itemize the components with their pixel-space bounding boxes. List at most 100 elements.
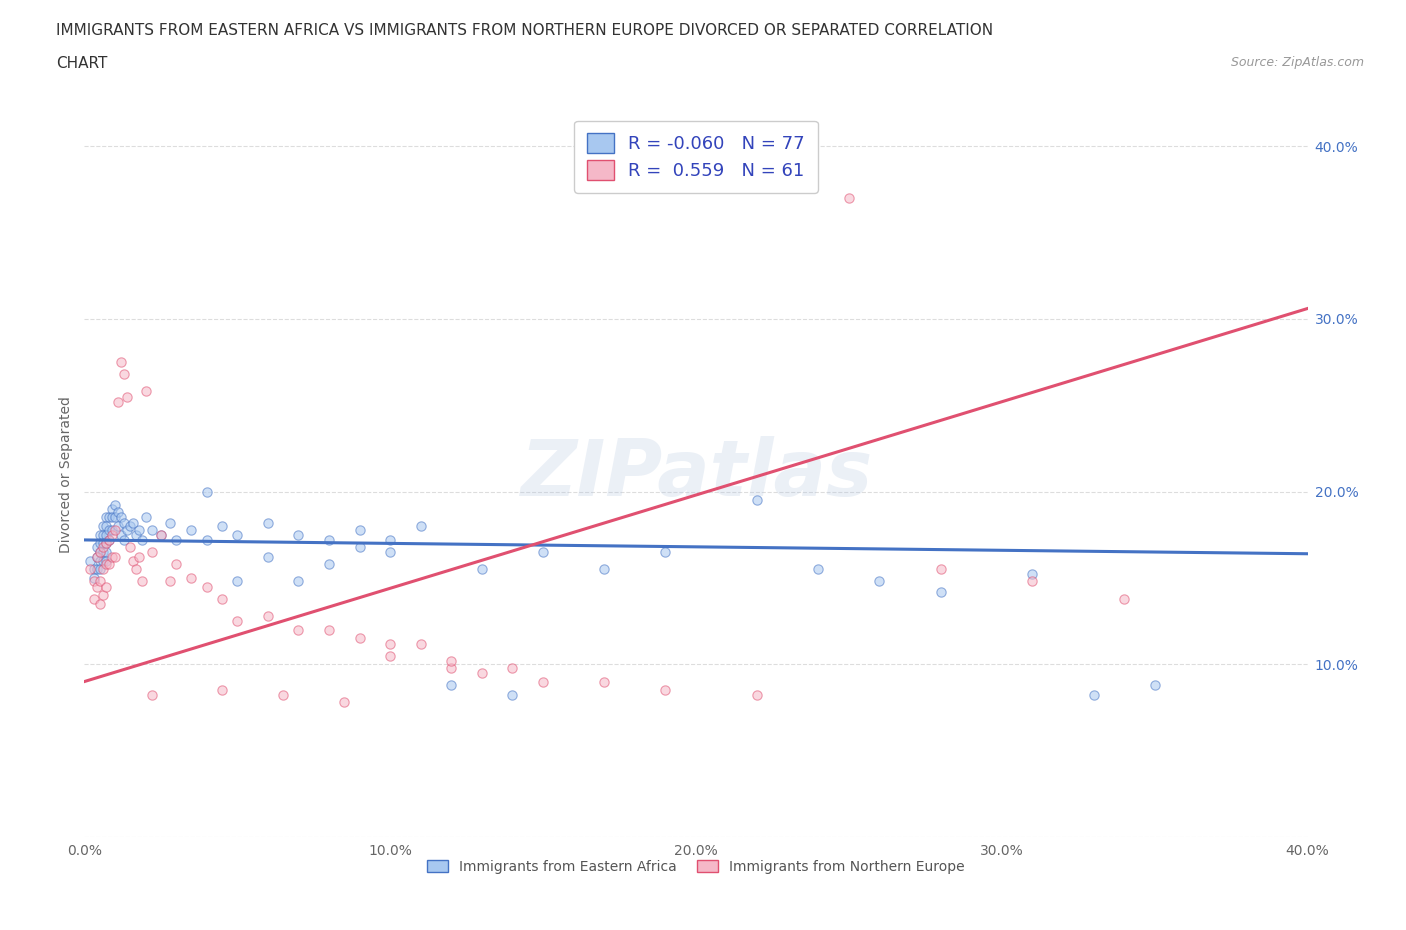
Point [101, 550, 124, 565]
Point [141, 688, 163, 703]
Point [115, 522, 138, 537]
Point [125, 527, 148, 542]
Point [271, 688, 294, 703]
Point [91, 553, 114, 568]
Point [86, 539, 108, 554]
Point [141, 545, 163, 560]
Point [929, 584, 952, 599]
Point [89, 527, 111, 542]
Point [120, 519, 142, 534]
Point [94, 553, 117, 568]
Point [104, 522, 127, 537]
Point [257, 515, 280, 530]
Point [180, 570, 202, 585]
Point [97, 557, 120, 572]
Point [287, 622, 309, 637]
Point [159, 515, 181, 530]
Point [94, 519, 117, 534]
Point [531, 674, 554, 689]
Point [94, 536, 117, 551]
Point [333, 695, 356, 710]
Point [165, 533, 187, 548]
Point [135, 384, 157, 399]
Point [110, 510, 132, 525]
Point [593, 562, 616, 577]
Point [440, 654, 463, 669]
Point [807, 562, 830, 577]
Point [380, 533, 402, 548]
Point [747, 688, 769, 703]
Point [89, 553, 111, 568]
Point [149, 527, 172, 542]
Point [125, 562, 148, 577]
Text: CHART: CHART [56, 56, 108, 71]
Point [83, 570, 105, 585]
Point [91, 539, 114, 554]
Point [287, 574, 309, 589]
Point [195, 485, 218, 499]
Point [91, 588, 114, 603]
Point [654, 545, 676, 560]
Point [440, 660, 463, 675]
Point [101, 501, 124, 516]
Point [83, 562, 105, 577]
Point [104, 498, 127, 512]
Point [94, 579, 117, 594]
Point [94, 545, 117, 560]
Point [1083, 688, 1105, 703]
Point [89, 596, 111, 611]
Point [83, 574, 105, 589]
Point [226, 574, 249, 589]
Point [349, 539, 371, 554]
Point [94, 527, 117, 542]
Point [211, 683, 233, 698]
Text: Source: ZipAtlas.com: Source: ZipAtlas.com [1230, 56, 1364, 69]
Point [94, 557, 117, 572]
Point [101, 522, 124, 537]
Point [1143, 678, 1166, 693]
Point [112, 515, 135, 530]
Point [97, 533, 120, 548]
Point [79, 553, 101, 568]
Point [86, 579, 108, 594]
Point [380, 636, 402, 651]
Point [89, 536, 111, 551]
Point [287, 527, 309, 542]
Point [131, 574, 153, 589]
Point [97, 522, 120, 537]
Point [593, 674, 616, 689]
Point [94, 510, 117, 525]
Point [89, 545, 111, 560]
Point [112, 533, 135, 548]
Point [141, 522, 163, 537]
Point [122, 515, 145, 530]
Point [257, 550, 280, 565]
Point [211, 519, 233, 534]
Point [502, 688, 524, 703]
Point [471, 666, 494, 681]
Point [115, 389, 138, 404]
Text: ZIPatlas: ZIPatlas [520, 436, 872, 512]
Point [409, 636, 432, 651]
Point [104, 510, 127, 525]
Point [91, 562, 114, 577]
Point [1114, 591, 1136, 606]
Point [91, 536, 114, 551]
Point [838, 191, 860, 206]
Point [122, 553, 145, 568]
Point [104, 550, 127, 565]
Point [107, 505, 129, 520]
Point [502, 660, 524, 675]
Point [86, 562, 108, 577]
Point [135, 510, 157, 525]
Point [83, 591, 105, 606]
Point [128, 550, 150, 565]
Point [101, 527, 124, 542]
Point [165, 557, 187, 572]
Point [91, 527, 114, 542]
Point [318, 557, 340, 572]
Point [86, 550, 108, 565]
Point [110, 527, 132, 542]
Text: IMMIGRANTS FROM EASTERN AFRICA VS IMMIGRANTS FROM NORTHERN EUROPE DIVORCED OR SE: IMMIGRANTS FROM EASTERN AFRICA VS IMMIGR… [56, 23, 994, 38]
Point [79, 562, 101, 577]
